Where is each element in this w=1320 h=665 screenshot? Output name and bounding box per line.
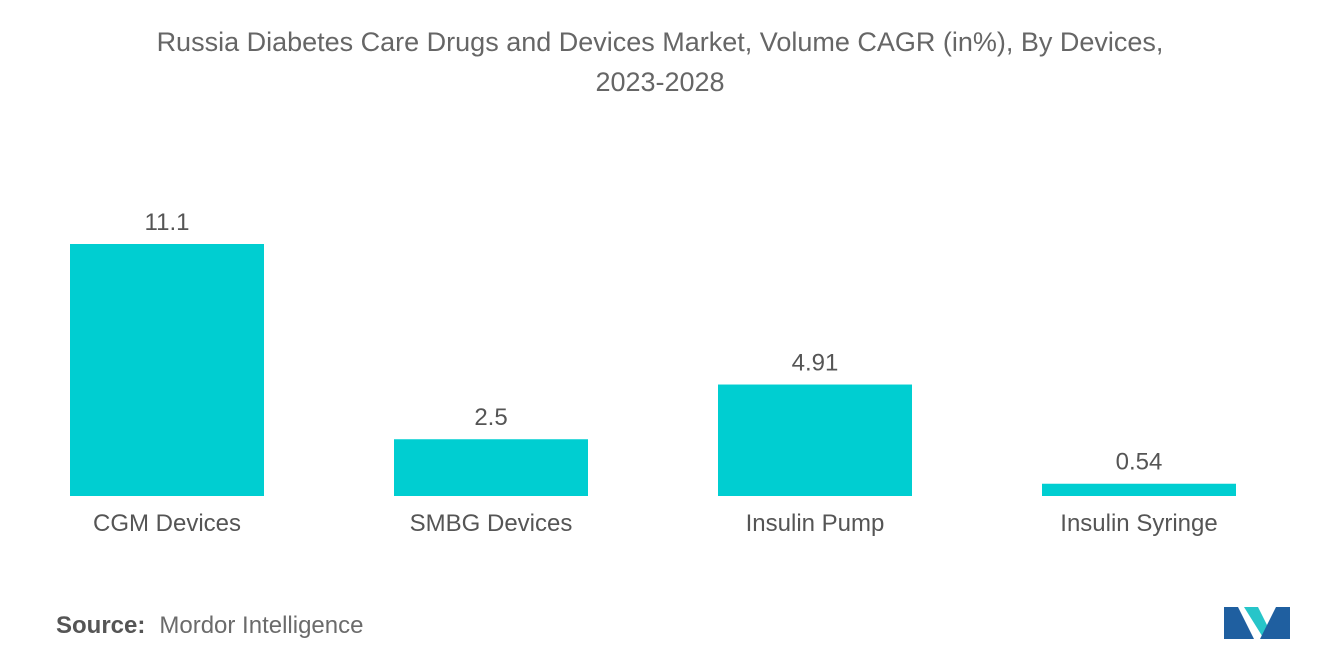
bar-smbg-devices (394, 439, 588, 496)
source-label: Source: (56, 612, 146, 639)
value-label: 2.5 (474, 404, 507, 431)
value-label: 11.1 (145, 209, 190, 236)
category-label: SMBG Devices (410, 510, 573, 537)
value-label: 4.91 (792, 350, 839, 377)
chart-title-line-1: Russia Diabetes Care Drugs and Devices M… (156, 27, 1164, 57)
category-label: CGM Devices (93, 510, 241, 537)
category-label: Insulin Pump (746, 510, 885, 537)
bars-layer (70, 244, 1236, 496)
bar-insulin-pump (718, 384, 912, 496)
chart-title: Russia Diabetes Care Drugs and Devices M… (0, 22, 1320, 102)
chart-title-line-2: 2023-2028 (595, 67, 725, 97)
category-labels-layer: CGM Devices SMBG Devices Insulin Pump Insul… (93, 510, 1218, 537)
bar-chart: 11.1 2.5 4.91 0.54 CGM Devices SMBG Devices I… (70, 209, 1236, 537)
mordor-intelligence-logo-icon (1224, 607, 1290, 639)
bar-cgm-devices (70, 244, 264, 496)
source-text: Mordor Intelligence (159, 612, 364, 639)
category-label: Insulin Syringe (1060, 510, 1217, 537)
value-labels-layer: 11.1 2.5 4.91 0.54 (145, 209, 1163, 476)
value-label: 0.54 (1116, 449, 1163, 476)
bar-insulin-syringe (1042, 483, 1236, 496)
source-note: Source: Mordor Intelligence (56, 612, 363, 640)
